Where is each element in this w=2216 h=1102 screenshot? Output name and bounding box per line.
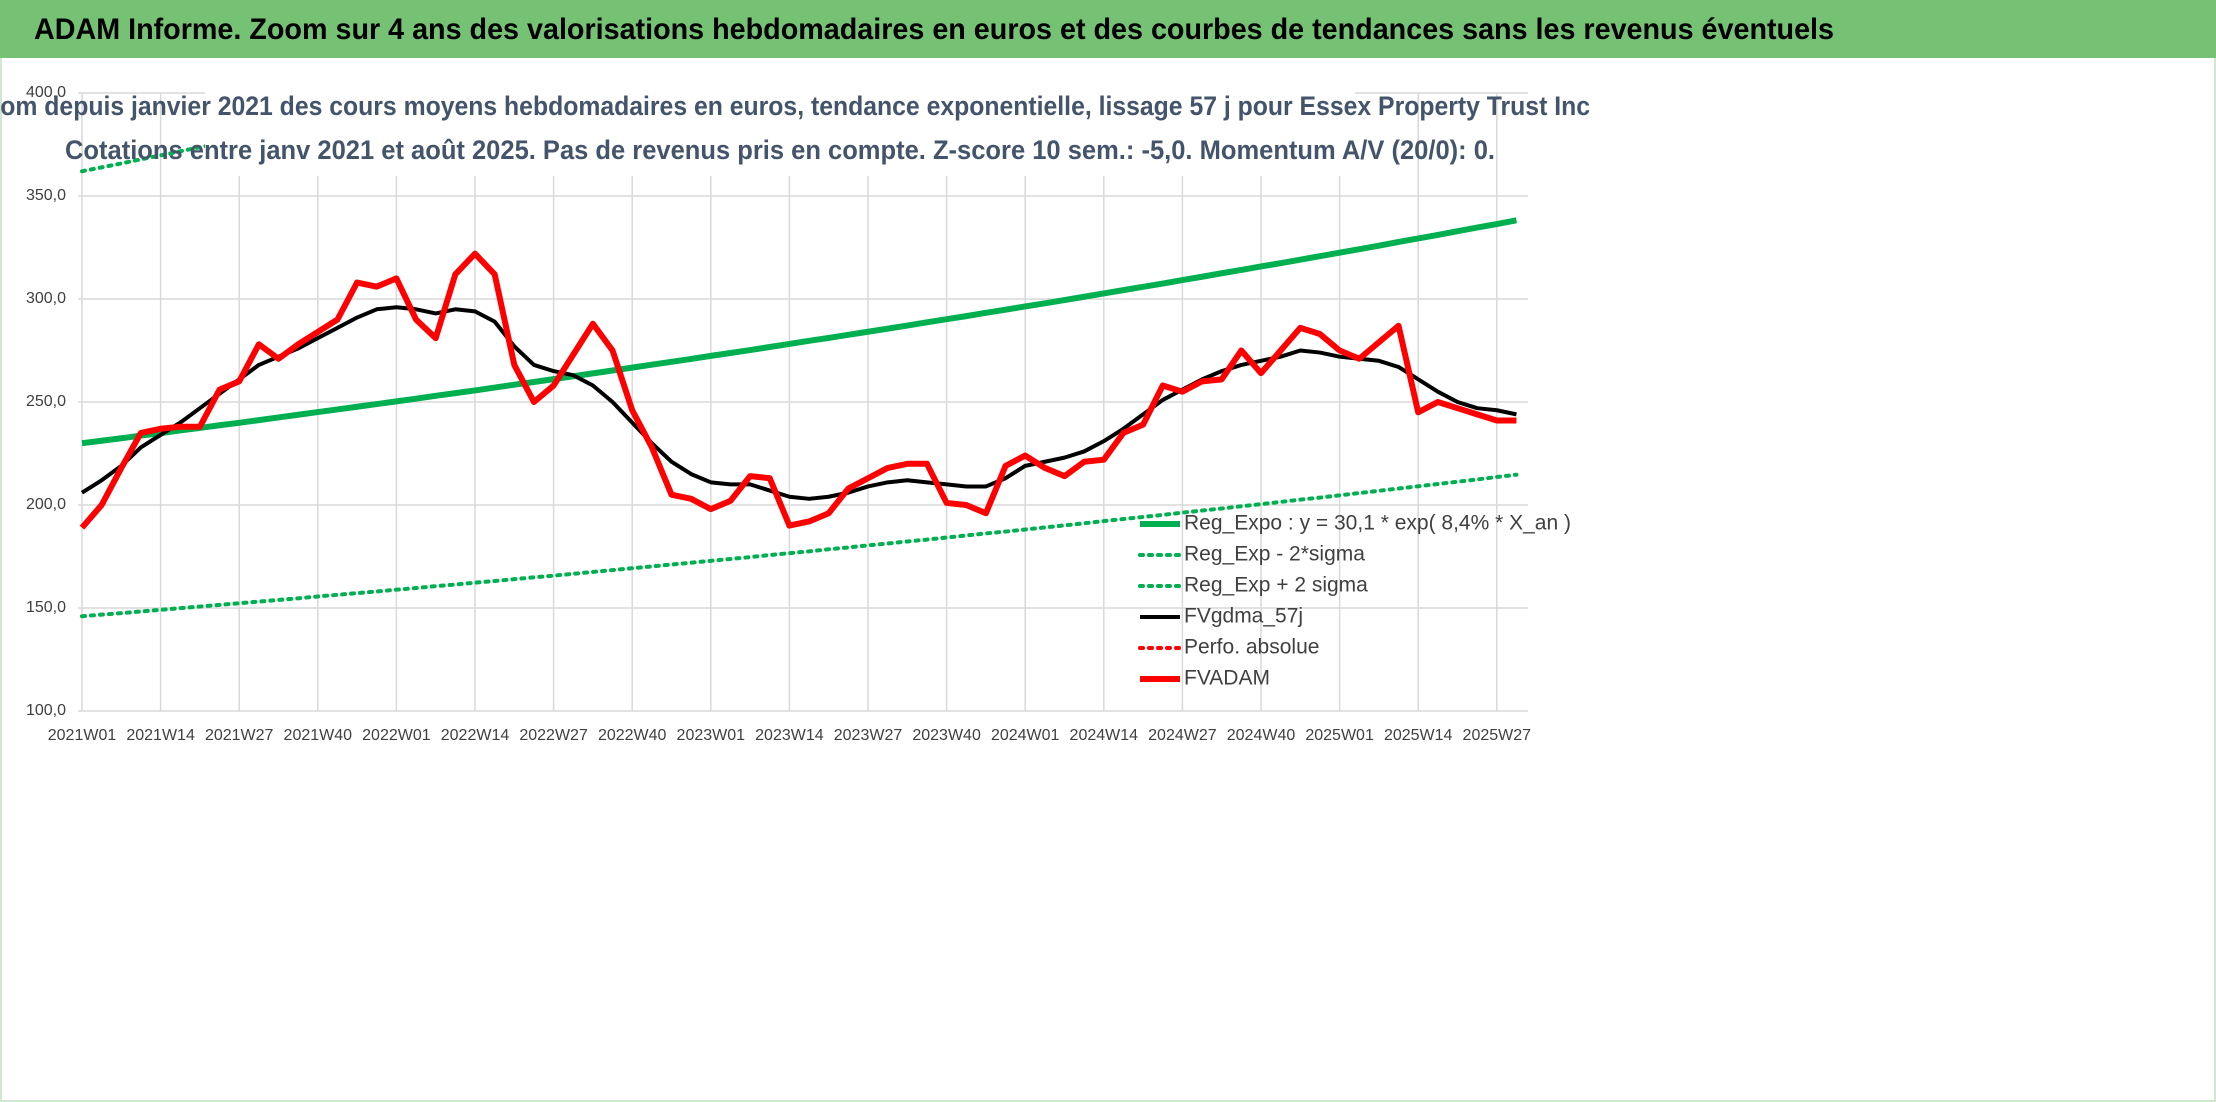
x-tick-label: 2021W14 [126,727,195,744]
subtitle: Cotations entre janv 2021 et août 2025. … [65,135,1495,165]
x-tick-label: 2023W01 [677,727,746,744]
legend-label: FVADAM [1184,667,1270,690]
legend-label: FVgdma_57j [1184,605,1303,628]
x-tick-label: 2024W01 [991,727,1060,744]
x-tick-label: 2025W14 [1384,727,1453,744]
y-tick-label: 150,0 [26,599,66,616]
x-tick-label: 2021W27 [205,727,274,744]
x-tick-label: 2024W14 [1070,727,1139,744]
series-line [80,472,1519,619]
y-tick-label: 350,0 [26,187,66,204]
series-line [79,250,1517,530]
x-tick-label: 2023W27 [834,727,903,744]
x-tick-label: 2021W40 [284,727,353,744]
series-line [81,217,1518,447]
x-tick-label: 2023W40 [912,727,981,744]
y-tick-label: 300,0 [26,290,66,307]
chart-title: ADAM Informe. Zoom sur 4 ans des valoris… [34,13,1834,46]
y-tick-label: 400,0 [26,84,66,101]
x-tick-label: 2022W27 [519,727,588,744]
x-tick-label: 2022W01 [362,727,431,744]
x-tick-label: 2022W40 [598,727,667,744]
x-tick-label: 2024W40 [1227,727,1296,744]
legend: Reg_Expo : y = 30,1 * exp( 8,4% * X_an )… [1138,512,1571,690]
subtitle-box [205,84,1355,176]
subtitle: Zoom depuis janvier 2021 des cours moyen… [0,91,1590,121]
x-tick-label: 2023W14 [755,727,824,744]
x-tick-label: 2025W01 [1305,727,1374,744]
y-tick-label: 200,0 [26,496,66,513]
legend-label: Reg_Exp - 2*sigma [1184,543,1365,566]
y-tick-label: 250,0 [26,393,66,410]
legend-label: Reg_Exp + 2 sigma [1184,574,1368,597]
title-bar [0,0,2216,58]
x-tick-label: 2021W01 [48,727,117,744]
legend-label: Reg_Expo : y = 30,1 * exp( 8,4% * X_an ) [1184,512,1571,535]
x-tick-label: 2024W27 [1148,727,1217,744]
x-tick-label: 2022W14 [441,727,510,744]
legend-label: Perfo. absolue [1184,636,1319,659]
x-tick-label: 2025W27 [1463,727,1532,744]
y-tick-label: 100,0 [26,702,66,719]
grid: 100,0 150,0 200,0 250,0 300,0 350,0 400,0 2021W… [26,84,1531,744]
